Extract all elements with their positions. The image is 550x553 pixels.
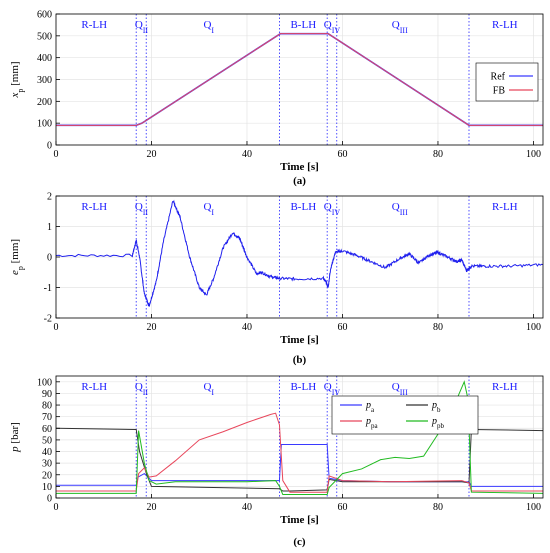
- series-group: [56, 199, 543, 307]
- x-tick-label: 80: [433, 502, 443, 513]
- x-tick-label: 100: [526, 502, 541, 513]
- y-tick-label: 50: [42, 435, 52, 446]
- y-tick-label: 30: [42, 459, 52, 470]
- y-axis-label: p [bar]: [9, 422, 21, 453]
- y-tick-label: 100: [37, 119, 52, 130]
- x-axis-label: Time [s]: [280, 514, 319, 526]
- phase-label: QIV: [324, 19, 341, 35]
- x-tick-label: 0: [54, 149, 59, 160]
- phase-label: QII: [135, 381, 149, 397]
- panel-label: (b): [293, 354, 307, 366]
- series-group: [56, 32, 543, 127]
- y-tick-label: 60: [42, 424, 52, 435]
- y-tick-label: 2: [47, 192, 52, 203]
- y-tick-label: 100: [37, 377, 52, 388]
- legend-label: FB: [493, 86, 506, 97]
- y-tick-label: 300: [37, 75, 52, 86]
- y-tick-label: -2: [44, 314, 52, 325]
- legend-label: ppa: [365, 416, 379, 430]
- panel-label: (c): [293, 536, 306, 548]
- x-tick-label: 60: [337, 149, 347, 160]
- phase-label: QIII: [392, 19, 408, 35]
- y-tick-label: 40: [42, 447, 52, 458]
- y-tick-label: 70: [42, 412, 52, 423]
- legend-box: [331, 395, 479, 435]
- phase-label: QIV: [324, 201, 341, 217]
- y-tick-label: 90: [42, 389, 52, 400]
- x-tick-label: 40: [242, 322, 252, 333]
- phase-label: R-LH: [81, 201, 107, 213]
- x-axis-label: Time [s]: [280, 161, 319, 173]
- y-tick-label: 20: [42, 470, 52, 481]
- phase-label: QI: [203, 381, 214, 397]
- phase-label: B-LH: [290, 201, 316, 213]
- phase-label: QII: [135, 19, 149, 35]
- panel-2: 0 20 40 60 80 100 -2 -1 0 1 2 Time [s] ep [mm] R-LH QI…: [9, 192, 544, 366]
- series-line-p-b: [56, 427, 543, 492]
- phase-label: R-LH: [492, 19, 518, 31]
- legend-label: Ref: [491, 72, 506, 83]
- y-tick-label: 500: [37, 31, 52, 42]
- phase-label: R-LH: [492, 381, 518, 393]
- phase-label: R-LH: [81, 19, 107, 31]
- x-tick-label: 20: [146, 502, 156, 513]
- x-tick-label: 20: [146, 322, 156, 333]
- legend-label: ppb: [431, 416, 445, 430]
- y-tick-label: 400: [37, 53, 52, 64]
- legend: pa pb ppa ppb: [331, 395, 479, 435]
- y-tick-label: 1: [47, 222, 52, 233]
- panel-label: (a): [293, 175, 306, 187]
- y-tick-label: -1: [44, 283, 52, 294]
- y-tick-label: 200: [37, 97, 52, 108]
- phase-label: QI: [203, 201, 214, 217]
- y-tick-label: 0: [47, 141, 52, 152]
- legend-box: [475, 62, 539, 102]
- x-tick-label: 40: [242, 502, 252, 513]
- series-line-e-p: [56, 199, 543, 307]
- legend-label: pb: [431, 400, 441, 414]
- panel-1: 0 20 40 60 80 100 0 100 200 300 400 500 600 Time [s] x…: [9, 10, 544, 187]
- legend-label: pa: [365, 400, 375, 414]
- phase-label: R-LH: [492, 201, 518, 213]
- y-axis-label: xp [mm]: [9, 61, 25, 98]
- y-tick-label: 80: [42, 401, 52, 412]
- x-tick-label: 100: [526, 149, 541, 160]
- plot-frame: [55, 375, 544, 499]
- x-tick-label: 0: [54, 322, 59, 333]
- x-tick-label: 0: [54, 502, 59, 513]
- phase-label: B-LH: [290, 381, 316, 393]
- x-tick-label: 80: [433, 322, 443, 333]
- x-tick-label: 40: [242, 149, 252, 160]
- phase-label: QII: [135, 201, 149, 217]
- phase-label: QI: [203, 19, 214, 35]
- x-tick-label: 80: [433, 149, 443, 160]
- phase-label: R-LH: [81, 381, 107, 393]
- y-axis-label: ep [mm]: [9, 239, 25, 275]
- phase-label: B-LH: [290, 19, 316, 31]
- x-axis-label: Time [s]: [280, 334, 319, 346]
- y-tick-label: 10: [42, 482, 52, 493]
- x-tick-label: 20: [146, 149, 156, 160]
- y-tick-label: 0: [47, 494, 52, 505]
- series-line-fb: [56, 33, 543, 126]
- legend: Ref FB: [475, 62, 539, 102]
- phase-label: QIII: [392, 201, 408, 217]
- x-tick-label: 60: [337, 502, 347, 513]
- x-tick-label: 100: [526, 322, 541, 333]
- x-tick-label: 60: [337, 322, 347, 333]
- y-tick-label: 0: [47, 253, 52, 264]
- phase-label: QIII: [392, 381, 408, 397]
- y-tick-label: 600: [37, 10, 52, 21]
- phase-label: QIV: [324, 381, 341, 397]
